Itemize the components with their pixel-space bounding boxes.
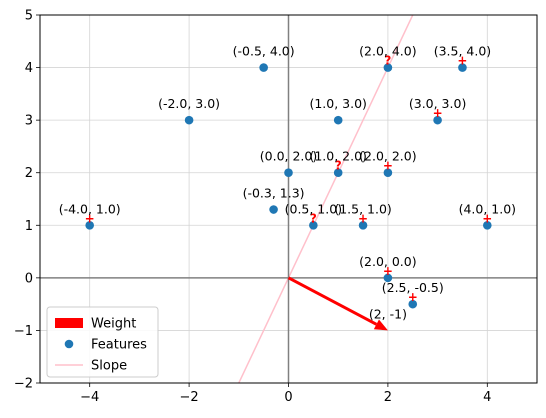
y-tick-label: −1 <box>14 324 33 339</box>
y-tick-label: 4 <box>25 61 33 76</box>
feature-point <box>408 299 418 309</box>
point-marker: + <box>358 211 368 225</box>
point-label: (-0.3, 1.3) <box>243 186 305 201</box>
point-label: (2.0, 4.0) <box>359 44 416 59</box>
point-markers: + ?? + +? + + + + + <box>85 54 493 305</box>
weight-vector-label: (2, -1) <box>369 306 407 321</box>
feature-point <box>383 63 393 72</box>
feature-point <box>284 168 293 178</box>
x-tick-label: 0 <box>284 390 292 405</box>
feature-point <box>383 168 393 178</box>
legend-weight-swatch <box>55 318 83 328</box>
point-label: (-4.0, 1.0) <box>59 201 121 216</box>
feature-point <box>259 63 268 72</box>
point-label: (3.5, 4.0) <box>434 44 491 59</box>
legend-entry: Weight <box>91 317 136 332</box>
point-marker: ? <box>335 159 342 173</box>
features-series <box>85 63 492 309</box>
point-label: (1.0, 3.0) <box>309 96 366 111</box>
point-marker: + <box>383 264 393 278</box>
point-labels: (-4.0, 1.0) (-2.0, 3.0) (-0.5, 4.0) (-0.3, … <box>59 44 516 296</box>
feature-point <box>309 220 318 230</box>
feature-point <box>333 168 343 178</box>
point-label: (0.0, 2.0) <box>260 149 317 164</box>
y-tick-label: 3 <box>25 114 33 129</box>
feature-point <box>269 205 278 214</box>
feature-point <box>184 115 194 125</box>
legend-features-swatch <box>64 339 74 349</box>
y-tick-label: 0 <box>25 271 33 286</box>
point-label: (2.5, -0.5) <box>382 280 444 295</box>
point-marker: ? <box>310 211 317 225</box>
point-label: (2.0, 0.0) <box>359 254 416 269</box>
x-tick-label: −2 <box>180 390 199 405</box>
point-label: (4.0, 1.0) <box>459 201 516 216</box>
point-label: (1.0, 2.0) <box>309 149 366 164</box>
point-label: (-0.5, 4.0) <box>233 44 295 59</box>
point-marker: + <box>457 54 467 68</box>
point-label: (0.5, 1.0) <box>285 201 342 216</box>
point-label: (1.5, 1.0) <box>334 201 391 216</box>
weight-series: (2, -1) <box>287 276 407 331</box>
weight-arrow-shaft <box>287 276 378 326</box>
legend-entry: Slope <box>91 359 127 374</box>
feature-point <box>85 220 94 230</box>
axis-ticks: −4 −2 0 2 4 −2 −1 0 1 2 3 4 5 <box>14 9 492 406</box>
y-tick-label: 2 <box>25 166 33 181</box>
feature-point <box>483 220 492 230</box>
feature-point <box>383 273 393 283</box>
legend-entry: Features <box>91 338 147 353</box>
feature-point <box>458 63 467 72</box>
point-marker: + <box>408 290 418 304</box>
weight-arrow-head <box>373 319 388 331</box>
point-label: (-2.0, 3.0) <box>158 96 220 111</box>
y-tick-label: 5 <box>25 9 33 24</box>
x-tick-label: 2 <box>384 390 392 405</box>
legend: Weight Features Slope <box>46 306 159 378</box>
y-tick-label: −2 <box>14 377 33 392</box>
feature-point <box>358 220 368 230</box>
slope-line <box>238 15 414 383</box>
point-marker: + <box>482 211 492 225</box>
y-tick-label: 1 <box>25 219 33 234</box>
point-marker: ? <box>384 54 391 68</box>
point-marker: + <box>433 106 443 120</box>
point-marker: + <box>383 159 393 173</box>
x-tick-label: 4 <box>483 390 491 405</box>
point-label: (3.0, 3.0) <box>409 96 466 111</box>
slope-series <box>238 15 414 383</box>
point-label: (2.0, 2.0) <box>359 149 416 164</box>
x-tick-label: −4 <box>80 390 99 405</box>
point-marker: + <box>85 211 95 225</box>
feature-point <box>433 115 442 125</box>
feature-point <box>333 115 343 125</box>
